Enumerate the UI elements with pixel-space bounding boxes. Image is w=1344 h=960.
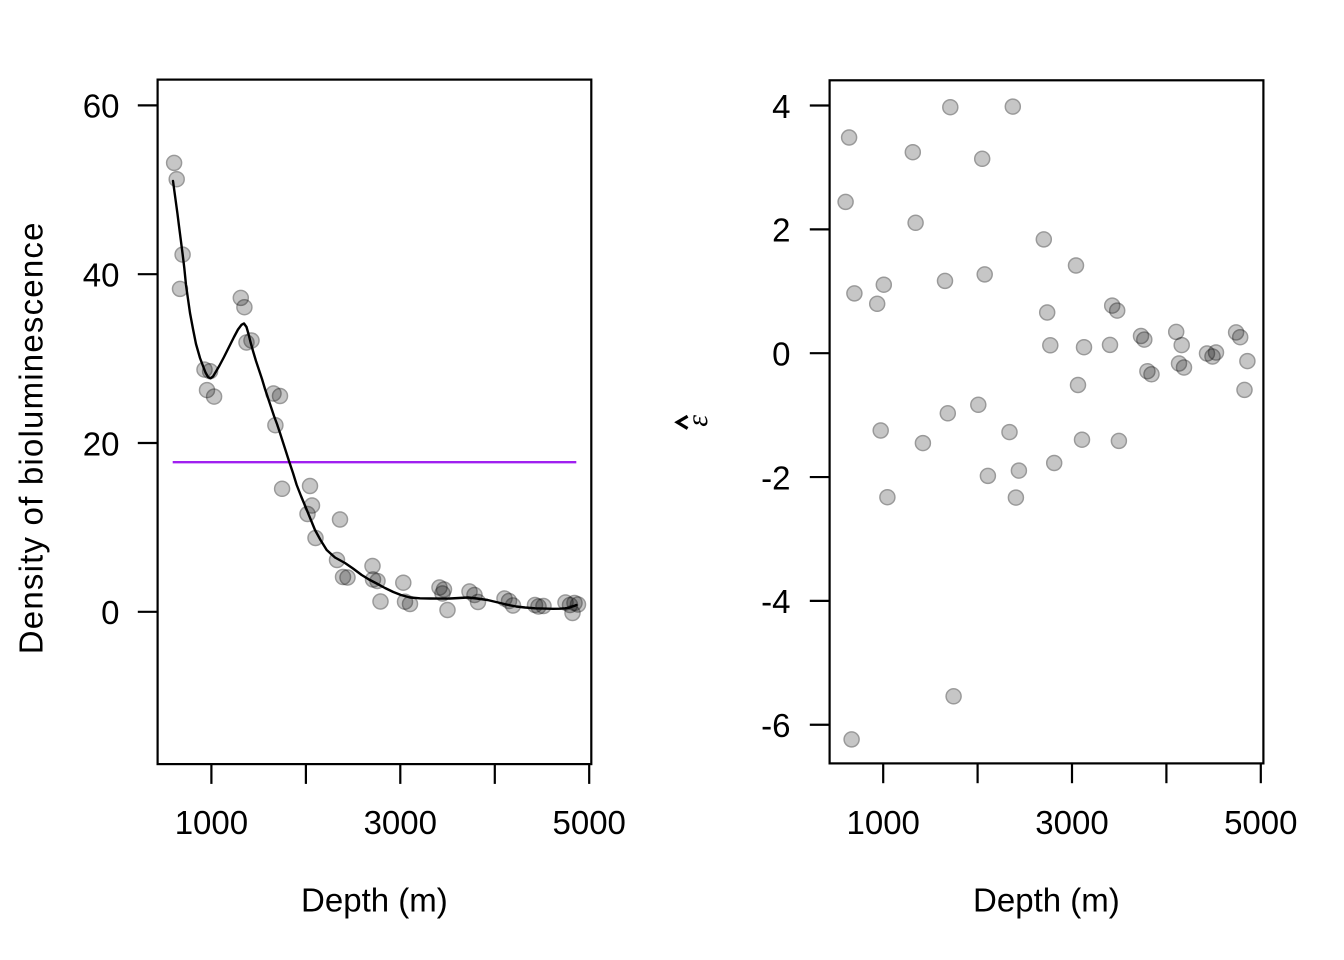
svg-text:Depth (m): Depth (m) bbox=[973, 881, 1120, 918]
svg-text:-6: -6 bbox=[761, 707, 790, 744]
svg-text:-2: -2 bbox=[761, 459, 790, 496]
svg-text:5000: 5000 bbox=[552, 804, 625, 841]
svg-text:ε: ε bbox=[681, 415, 714, 427]
svg-text:60: 60 bbox=[83, 88, 120, 125]
svg-text:5000: 5000 bbox=[1224, 804, 1297, 841]
svg-text:1000: 1000 bbox=[175, 804, 248, 841]
svg-text:Density of bioluminescence: Density of bioluminescence bbox=[13, 221, 50, 654]
svg-text:20: 20 bbox=[83, 425, 120, 462]
svg-text:3000: 3000 bbox=[364, 804, 437, 841]
svg-text:1000: 1000 bbox=[846, 804, 919, 841]
svg-text:-4: -4 bbox=[761, 583, 790, 620]
svg-text:40: 40 bbox=[83, 257, 120, 294]
svg-text:2: 2 bbox=[772, 212, 790, 249]
svg-text:3000: 3000 bbox=[1035, 804, 1108, 841]
svg-text:0: 0 bbox=[772, 336, 790, 373]
svg-text:0: 0 bbox=[101, 594, 119, 631]
svg-text:4: 4 bbox=[772, 88, 790, 125]
svg-text:Depth (m): Depth (m) bbox=[301, 881, 448, 918]
